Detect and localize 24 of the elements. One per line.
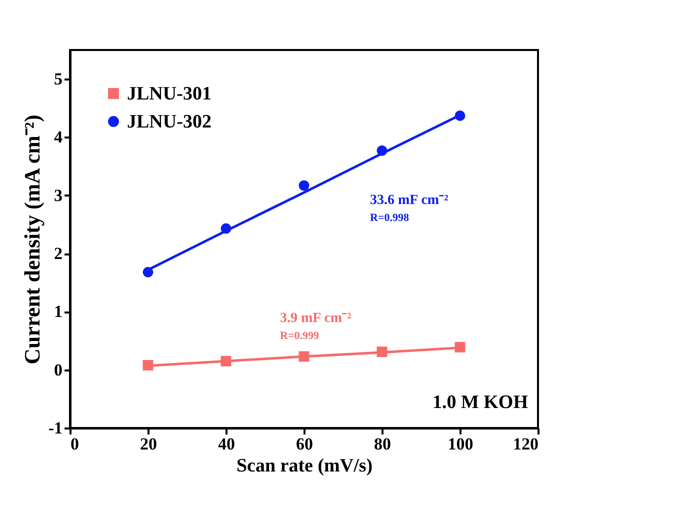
- legend-label: JLNU-301: [127, 84, 212, 104]
- y-tick-label: 3: [54, 186, 62, 205]
- annotation: R=0.998: [370, 212, 410, 224]
- y-tick-label: -1: [48, 418, 62, 438]
- y-tick-label: 4: [54, 128, 63, 147]
- x-tick-label: 60: [296, 434, 313, 454]
- x-tick-label: 20: [140, 434, 157, 454]
- legend-label: JLNU-302: [127, 112, 212, 132]
- annotation: R=0.999: [280, 330, 320, 342]
- y-tick-label: 5: [54, 70, 62, 89]
- x-tick-label: 80: [374, 434, 391, 454]
- point: [298, 180, 310, 191]
- y-tick-label: 0: [54, 360, 62, 380]
- annotation: 3.9 mF cm⁻²: [280, 311, 352, 326]
- x-axis-title: Scan rate (mV/s): [236, 456, 373, 476]
- annotation: 1.0 M KOH: [432, 392, 528, 413]
- x-tick-label: 120: [513, 434, 538, 454]
- y-tick-label: 2: [54, 244, 62, 264]
- x-tick-label: 40: [218, 434, 235, 454]
- y-axis-title: Current density (mA cm⁻²): [19, 114, 44, 364]
- x-tick-label: 0: [70, 434, 79, 454]
- y-tick-label: 1: [54, 302, 62, 322]
- annotation: 33.6 mF cm⁻²: [370, 193, 448, 208]
- x-tick-label: 100: [448, 434, 474, 454]
